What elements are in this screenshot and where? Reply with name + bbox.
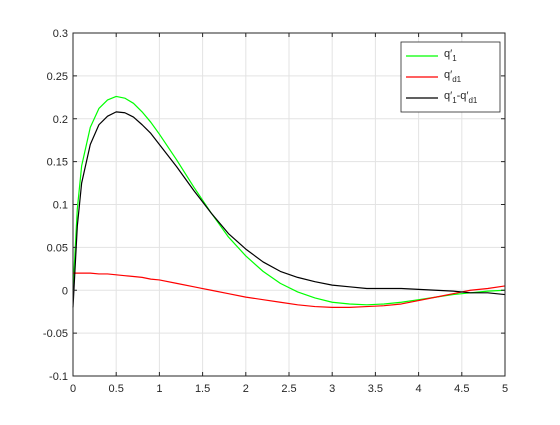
x-tick-label: 4.5 <box>454 383 469 395</box>
legend-label-0: q′1 <box>444 48 457 63</box>
x-tick-label: 2 <box>243 383 249 395</box>
series-line-1 <box>73 272 506 308</box>
legend: q′1q′d1q′1-q′d1 <box>400 41 501 113</box>
series-line-0 <box>72 95 506 306</box>
legend-label-sub: 1 <box>452 96 457 105</box>
y-tick-label: 0 <box>62 285 68 297</box>
series-line-2 <box>72 111 506 308</box>
y-tick-label: 0.2 <box>53 114 68 126</box>
y-tick-label: -0.05 <box>43 328 68 340</box>
y-tick-label: 0.05 <box>47 242 68 254</box>
x-axis: 0 0.5 1 1.5 2 2.5 3 3.5 4 4.5 5 <box>70 33 508 395</box>
legend-label-sub2: d1 <box>468 96 477 105</box>
x-tick-label: 3.5 <box>368 383 383 395</box>
legend-label-2: q′1-q′d1 <box>444 90 478 105</box>
legend-label-main: q′ <box>444 69 452 81</box>
x-tick-label: 1 <box>156 383 162 395</box>
legend-label-sub: d1 <box>452 75 461 84</box>
legend-label-1: q′d1 <box>444 69 462 84</box>
y-tick-label: -0.1 <box>49 371 68 383</box>
x-tick-label: 0.5 <box>109 383 124 395</box>
y-axis: -0.1 -0.05 0 0.05 0.1 0.15 0.2 0.25 0.3 <box>43 28 505 383</box>
legend-label-main: q′ <box>444 90 452 102</box>
legend-label-mid: -q′ <box>457 90 469 102</box>
x-tick-label: 0 <box>70 383 76 395</box>
y-tick-label: 0.1 <box>53 200 68 212</box>
legend-label-main: q′ <box>444 48 452 60</box>
y-tick-label: 0.15 <box>47 157 68 169</box>
x-tick-label: 2.5 <box>281 383 296 395</box>
x-tick-label: 1.5 <box>195 383 210 395</box>
x-tick-label: 5 <box>502 383 508 395</box>
y-tick-label: 0.25 <box>47 71 68 83</box>
x-tick-label: 3 <box>329 383 335 395</box>
series-layer <box>72 95 506 308</box>
y-tick-label: 0.3 <box>53 28 68 40</box>
x-tick-label: 4 <box>416 383 422 395</box>
legend-label-sub: 1 <box>452 54 457 63</box>
